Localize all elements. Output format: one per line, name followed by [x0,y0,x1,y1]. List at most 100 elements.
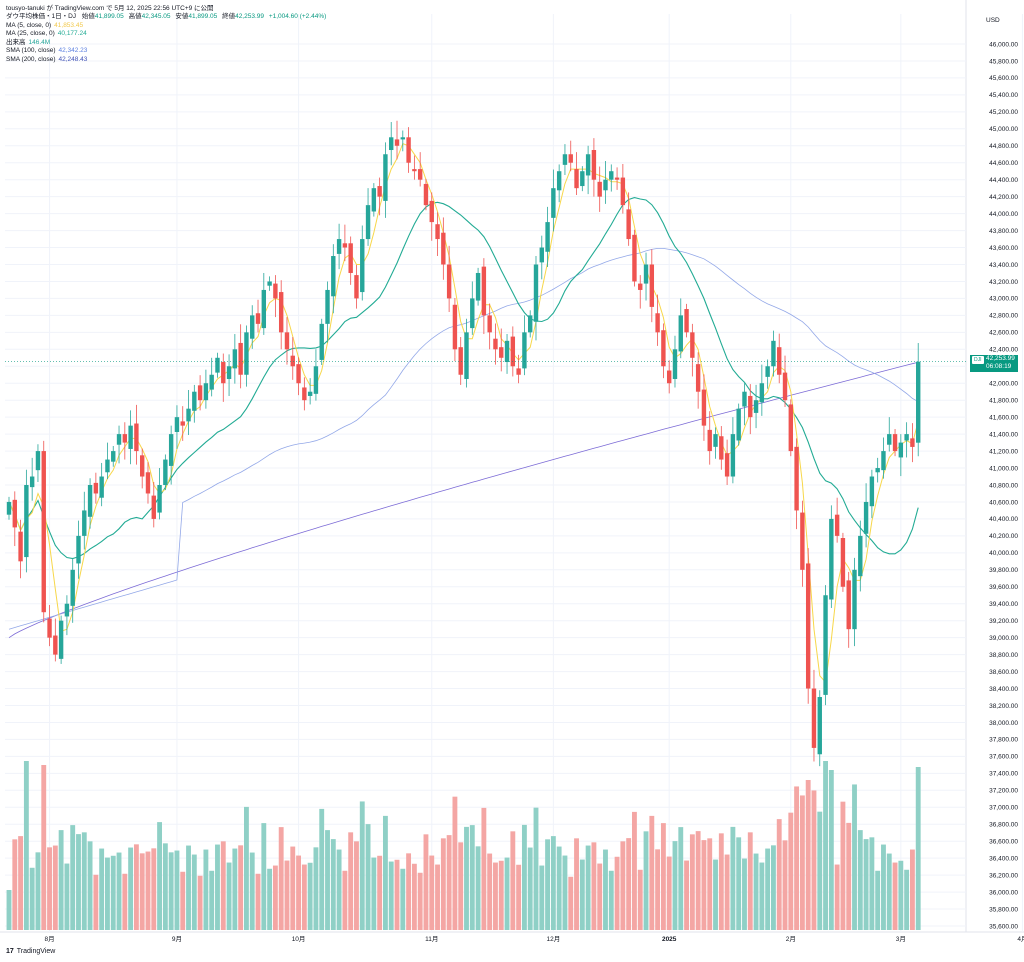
candle-body [574,169,579,189]
volume-bar [817,811,823,930]
y-tick-label: 39,400.00 [989,601,1018,608]
volume-bar [713,859,718,930]
candle-body [788,404,794,452]
legend-ma25[interactable]: MA (25, close, 0) 40,177.24 [6,30,326,39]
candle-body [475,272,481,301]
volume-bar [446,835,452,930]
candle-body [649,264,655,307]
candle-body [331,256,336,297]
candle-body [290,355,295,367]
candle-body [817,697,822,755]
legend-volume[interactable]: 出来高 146.4M [6,39,326,48]
volume-bar [388,861,394,930]
volume-bar [18,836,24,930]
candle-body [18,531,23,562]
candle-body [678,315,683,352]
candle-body [122,434,128,443]
candle-body [898,442,904,458]
candle-body [336,239,342,254]
volume-bar [99,848,105,930]
symbol-label: ダウ平均株価・1日・DJ [6,13,77,20]
volume-bar [481,807,487,930]
ma25-label: MA (25, close, 0) [6,30,55,38]
currency-label[interactable]: USD [986,17,1000,24]
y-tick-label: 39,600.00 [989,584,1018,591]
y-tick-label: 40,200.00 [989,533,1018,540]
candle-body [759,383,765,403]
volume-bar [249,852,255,930]
candle-body [284,332,290,350]
candle-body [916,361,921,443]
candle-body [562,154,568,165]
volume-bar [145,851,151,930]
volume-bar [504,857,510,930]
candle-body [394,139,400,146]
volume-bar [574,838,579,930]
y-tick-label: 41,800.00 [989,397,1018,404]
legend-ma5[interactable]: MA (5, close, 0) 41,853.45 [6,22,326,31]
volume-bar [313,847,319,930]
candle-body [666,370,672,384]
volume-bar [782,840,788,930]
y-tick-label: 36,000.00 [989,889,1018,896]
candle-body [545,222,550,252]
candle-body [313,366,319,394]
volume-value: 146.4M [28,38,51,46]
volume-bar [400,868,406,930]
volume-bar [12,839,18,930]
tradingview-brand[interactable]: 17 TradingView [6,948,55,955]
volume-bar [892,862,898,930]
candle-body [157,485,162,513]
y-tick-label: 45,600.00 [989,75,1018,82]
volume-bar [736,837,742,930]
candle-body [655,313,660,333]
candle-body [53,635,58,655]
candle-body [470,298,475,329]
y-tick-label: 38,200.00 [989,703,1018,710]
candle-body [904,434,909,441]
candle-body [684,309,689,333]
open-value: 41,899.05 [94,13,124,20]
y-tick-label: 44,800.00 [989,143,1018,150]
candle-body [226,366,232,379]
candle-body [41,451,46,613]
volume-bar [608,870,614,930]
candle-body [638,283,643,290]
volume-bar [371,857,377,930]
sma200-label: SMA (200, close) [6,55,56,63]
candle-body [730,434,736,477]
candle-body [869,476,875,507]
y-tick-label: 43,000.00 [989,296,1018,303]
volume-bar [35,852,41,930]
change-value: +1,004.60 (+2.44%) [268,13,327,20]
legend-sma200[interactable]: SMA (200, close) 42,248.43 [6,56,326,65]
candle-body [267,281,272,286]
candle-body [180,421,185,426]
candle-body [875,468,880,473]
candle-body [441,232,446,265]
volume-bar [307,862,313,930]
candle-body [777,347,782,375]
volume-bar [168,852,174,930]
volume-bar [811,790,817,930]
volume-bar [203,849,209,930]
volume-bar [620,841,626,930]
high-value: 42,345.05 [141,13,171,20]
volume-bar [840,801,846,930]
volume-bar [643,831,649,930]
candle-body [435,224,440,240]
volume-bar [753,853,759,930]
volume-bar [336,849,342,930]
volume-bar [151,848,157,930]
y-tick-label: 43,600.00 [989,245,1018,252]
y-tick-label: 41,400.00 [989,431,1018,438]
volume-bar [655,849,661,930]
volume-bar [29,867,35,930]
candle-body [221,362,226,384]
y-tick-label: 36,800.00 [989,822,1018,829]
x-tick-label: 3月 [896,935,906,943]
volume-bar [521,824,527,930]
volume-bar [678,827,684,930]
legend-sma100[interactable]: SMA (100, close) 42,342.23 [6,47,326,56]
